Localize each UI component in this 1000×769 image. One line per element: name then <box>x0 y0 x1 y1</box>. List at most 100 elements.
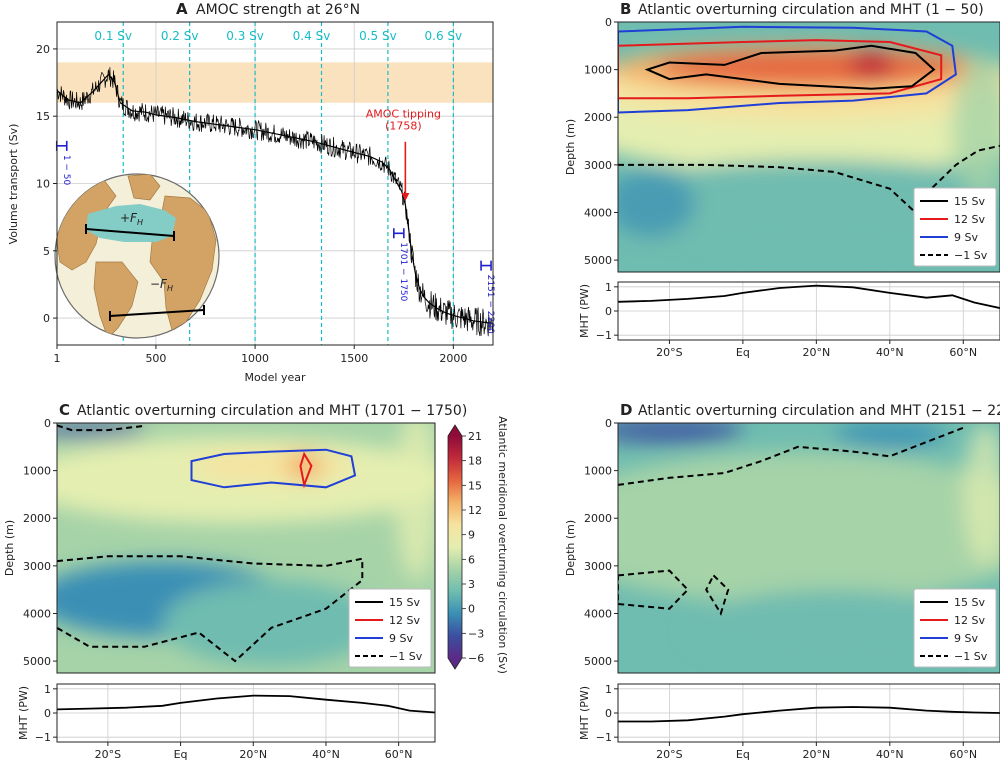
y-axis-ticks: 0 5 10 15 20 <box>36 43 57 325</box>
depth-tick-label: 1000 <box>584 465 612 478</box>
panel-d: D Atlantic overturning circulation and MH… <box>564 401 1000 761</box>
range-marker-1-50: 1 − 50 <box>55 140 71 186</box>
rate-labels: 0.1 Sv 0.2 Sv 0.3 Sv 0.4 Sv 0.5 Sv 0.6 Sv <box>94 29 462 43</box>
panel-letter: B <box>620 0 631 18</box>
depth-tick-label: 3000 <box>584 159 612 172</box>
legend-label: 9 Sv <box>389 632 413 645</box>
colorbar-tick-label: 15 <box>468 479 482 492</box>
depth-tick-label: 4000 <box>23 607 51 620</box>
colorbar: 21 18 15 12 9 6 3 0 −3 −6 Atlantic meridional ove… <box>447 416 509 674</box>
latitude-tick-label: 20°S <box>656 346 682 359</box>
legend-label: 15 Sv <box>954 195 985 208</box>
legend-label: 15 Sv <box>389 596 420 609</box>
depth-tick-label: 0 <box>605 417 612 430</box>
contour-minus1sv <box>618 144 1000 215</box>
colorbar-tick-label: 21 <box>468 430 482 443</box>
depth-axis-label: Depth (m) <box>3 520 16 576</box>
y-tick-label: 20 <box>36 43 50 56</box>
mht-line <box>617 284 1000 309</box>
depth-tick-label: 3000 <box>23 560 51 573</box>
contour-9sv <box>190 448 357 489</box>
contour-minus1sv-top <box>57 424 145 432</box>
x-tick-label: 1000 <box>241 352 269 365</box>
latitude-tick-label: Eq <box>736 748 750 761</box>
latitude-tick-label: 40°N <box>876 748 904 761</box>
colorbar-tick-label: −3 <box>468 627 484 640</box>
mht-axis-label: MHT (PW) <box>17 686 30 740</box>
legend-label: 12 Sv <box>389 614 420 627</box>
mht-tick-label: 0 <box>605 707 612 720</box>
mht-tick-label: 1 <box>605 281 612 294</box>
panel-a-title: AMOC strength at 26°N <box>196 2 360 18</box>
depth-tick-label: 5000 <box>584 254 612 267</box>
latitude-tick-label: 40°N <box>312 748 340 761</box>
contour-minus1sv <box>618 426 964 486</box>
depth-tick-label: 0 <box>44 417 51 430</box>
colorbar-bottom-extend <box>448 658 462 669</box>
latitude-tick-label: 20°N <box>802 748 830 761</box>
panel-b: B Atlantic overturning circulation and MH… <box>564 0 1000 359</box>
rate-label: 0.5 Sv <box>359 29 397 43</box>
overturning-field <box>618 22 1000 272</box>
south-america-landmass <box>93 261 139 338</box>
annotations: AMOC tipping (1758) 1 − 50 1701 − 1750 2… <box>55 108 495 334</box>
contour-minus1sv-deep <box>618 569 690 610</box>
panel-a-letter: A <box>176 0 188 18</box>
legend-label: 12 Sv <box>954 614 985 627</box>
legend-label: 12 Sv <box>954 213 985 226</box>
latitude-tick-label: 60°N <box>949 748 977 761</box>
latitude-tick-label: Eq <box>736 346 750 359</box>
range-marker-2151-2200: 2151 − 2200 <box>480 260 495 334</box>
amoc-series-line <box>57 73 493 325</box>
mht-tick-label: 1 <box>605 683 612 696</box>
rate-label: 0.2 Sv <box>161 29 199 43</box>
mht-line <box>56 694 436 714</box>
y-tick-label: 0 <box>43 312 50 325</box>
rate-label: 0.3 Sv <box>226 29 264 43</box>
contour-15sv <box>644 44 936 90</box>
south-flux-label: −FH <box>150 277 173 293</box>
colorbar-ticks: 21 18 15 12 9 6 3 0 −3 −6 <box>462 430 484 665</box>
depth-tick-label: 2000 <box>584 512 612 525</box>
colorbar-tick-label: 12 <box>468 504 482 517</box>
y-axis-label: Volume transport (Sv) <box>7 124 20 245</box>
mht-axis-label: MHT (PW) <box>578 284 591 338</box>
y-tick-label: 15 <box>36 110 50 123</box>
legend-label: −1 Sv <box>954 249 988 262</box>
panel-a: A AMOC strength at 26°N 0.1 Sv 0.2 Sv 0.3 … <box>7 0 495 384</box>
legend-label: 15 Sv <box>954 596 985 609</box>
panel-c: C Atlantic overturning circulation and MH… <box>3 401 467 761</box>
mht-tick-label: 0 <box>44 707 51 720</box>
depth-tick-label: 4000 <box>584 206 612 219</box>
colorbar-tick-label: 3 <box>468 578 475 591</box>
range-label-1-50: 1 − 50 <box>61 155 71 186</box>
rate-label: 0.4 Sv <box>293 29 331 43</box>
y-tick-label: 5 <box>43 245 50 258</box>
latitude-tick-label: 60°N <box>949 346 977 359</box>
north-transect-line <box>85 228 175 237</box>
mht-tick-label: 1 <box>44 683 51 696</box>
mht-tick-label: −1 <box>596 329 612 342</box>
panel-title: Atlantic overturning circulation and MHT… <box>77 403 467 419</box>
tipping-year-label: (1758) <box>385 120 422 133</box>
colorbar-tick-label: −6 <box>468 652 484 665</box>
contour-legend: 15 Sv 12 Sv 9 Sv −1 Sv <box>348 588 432 668</box>
contour-12sv <box>618 39 943 100</box>
rate-label: 0.6 Sv <box>425 29 463 43</box>
depth-tick-label: 0 <box>605 16 612 29</box>
panel-letter: D <box>620 401 632 419</box>
x-tick-label: 2000 <box>439 352 467 365</box>
contour-12sv <box>299 451 313 489</box>
y-tick-label: 10 <box>36 178 50 191</box>
x-axis-label: Model year <box>244 371 306 384</box>
latitude-tick-label: 20°N <box>239 748 267 761</box>
latitude-tick-label: 20°S <box>95 748 121 761</box>
amoc-noise-band <box>57 67 493 337</box>
range-label-2151-2200: 2151 − 2200 <box>485 275 495 334</box>
range-label-1701-1750: 1701 − 1750 <box>398 242 408 301</box>
mht-line <box>618 706 1000 723</box>
legend-label: 9 Sv <box>954 231 978 244</box>
latitude-tick-label: 40°N <box>876 346 904 359</box>
north-flux-label: +FH <box>120 211 143 227</box>
